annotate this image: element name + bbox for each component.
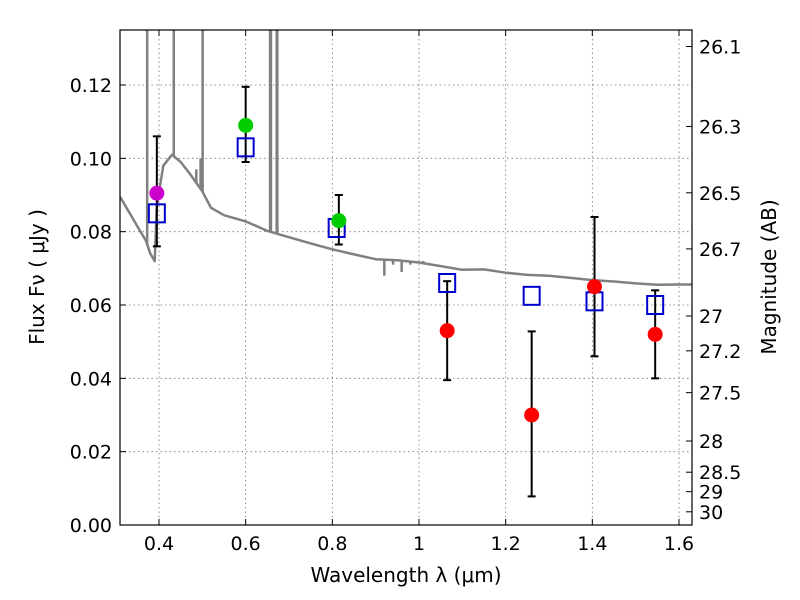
model-photometry-marker bbox=[236, 137, 255, 158]
x-axis-label: Wavelength λ (μm) bbox=[310, 563, 501, 587]
right-tick-label: 30 bbox=[699, 502, 723, 524]
model-sed-continuum bbox=[120, 153, 692, 287]
y-tick-label: 0.10 bbox=[70, 148, 112, 170]
observed-flux-point bbox=[647, 326, 663, 342]
x-tick-label: 0.6 bbox=[231, 533, 261, 555]
grid-lines bbox=[120, 30, 692, 526]
right-tick-label: 27 bbox=[699, 306, 723, 328]
model-photometry-marker bbox=[438, 273, 457, 293]
y-tick-label: 0.04 bbox=[70, 368, 112, 390]
right-tick-label: 26.5 bbox=[699, 183, 741, 205]
observed-flux-point bbox=[331, 213, 347, 229]
right-tick-label: 28.5 bbox=[699, 462, 741, 484]
observed-flux-point bbox=[524, 407, 540, 423]
right-tick-label: 26.7 bbox=[699, 239, 741, 261]
observed-flux-point bbox=[587, 279, 602, 295]
observed-flux-point bbox=[238, 117, 254, 133]
y-tick-label: 0.00 bbox=[70, 515, 112, 537]
axis-ticks: 0.4 0.6 0.8 1 1.2 1.4 1.6 0.00 0.02 0.04 0.06 0.08 0… bbox=[70, 30, 741, 555]
observed-flux-point bbox=[149, 185, 165, 201]
plot-frame bbox=[119, 29, 693, 526]
x-tick-label: 0.8 bbox=[317, 533, 347, 555]
y-tick-label: 0.02 bbox=[70, 442, 112, 464]
model-photometry-marker bbox=[147, 203, 166, 224]
x-tick-label: 1.6 bbox=[664, 533, 694, 555]
right-tick-label: 26.3 bbox=[699, 116, 741, 138]
plot-area bbox=[120, 30, 692, 498]
right-tick-label: 27.5 bbox=[699, 383, 741, 405]
model-photometry-marker bbox=[522, 285, 541, 306]
x-tick-label: 0.4 bbox=[144, 533, 174, 555]
x-tick-label: 1 bbox=[413, 533, 425, 555]
right-tick-label: 29 bbox=[699, 482, 723, 504]
observed-flux-point bbox=[439, 323, 455, 339]
y-axis-right-label: Magnitude (AB) bbox=[757, 199, 781, 354]
model-photometry-marker bbox=[646, 295, 665, 315]
y-tick-label: 0.12 bbox=[70, 75, 112, 97]
y-axis-label: Flux Fν ( μJy ) bbox=[25, 209, 49, 345]
right-tick-label: 27.2 bbox=[699, 341, 741, 363]
y-tick-label: 0.08 bbox=[70, 222, 112, 244]
right-tick-label: 28 bbox=[699, 431, 723, 453]
right-tick-label: 26.1 bbox=[699, 37, 741, 59]
x-tick-label: 1.2 bbox=[491, 533, 521, 555]
x-tick-label: 1.4 bbox=[577, 533, 607, 555]
y-tick-label: 0.06 bbox=[70, 295, 112, 317]
